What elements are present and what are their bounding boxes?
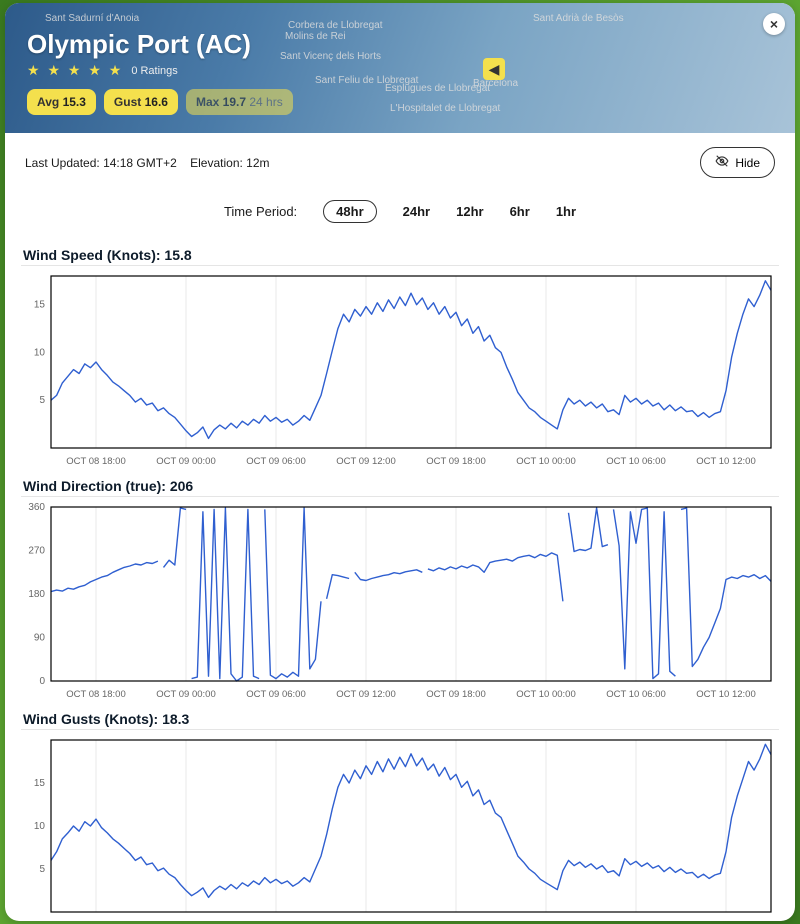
tab-12hr[interactable]: 12hr <box>456 204 483 219</box>
svg-text:OCT 09 12:00: OCT 09 12:00 <box>336 689 396 700</box>
chart-block-2: Wind Gusts (Knots): 18.3OCT 08 18:00OCT … <box>5 701 795 921</box>
chart-block-1: Wind Direction (true): 206OCT 08 18:00OC… <box>5 468 795 701</box>
svg-text:270: 270 <box>28 546 45 557</box>
hide-label: Hide <box>735 156 760 170</box>
svg-text:OCT 09 18:00: OCT 09 18:00 <box>426 456 486 467</box>
info-text: Last Updated: 14:18 GMT+2 Elevation: 12m <box>25 156 270 170</box>
close-button[interactable]: × <box>763 13 785 35</box>
chart-title: Wind Gusts (Knots): 18.3 <box>21 705 779 730</box>
svg-text:OCT 09 12:00: OCT 09 12:00 <box>336 920 396 921</box>
svg-text:0: 0 <box>39 676 45 687</box>
svg-text:15: 15 <box>34 778 46 789</box>
elevation-value: 12m <box>246 156 269 170</box>
svg-text:5: 5 <box>39 864 45 875</box>
svg-text:OCT 09 00:00: OCT 09 00:00 <box>156 689 216 700</box>
svg-text:OCT 09 06:00: OCT 09 06:00 <box>246 689 306 700</box>
weather-panel: Sant Sadurní d'Anoia Corbera de Llobregat… <box>5 3 795 921</box>
svg-text:OCT 09 06:00: OCT 09 06:00 <box>246 456 306 467</box>
svg-text:180: 180 <box>28 589 45 600</box>
eye-slash-icon <box>715 154 729 171</box>
tab-48hr[interactable]: 48hr <box>323 200 376 223</box>
svg-text:OCT 10 06:00: OCT 10 06:00 <box>606 920 666 921</box>
chart-svg: OCT 08 18:00 OCT 09 00:00 OCT 09 06:00 OCT … <box>21 734 779 921</box>
svg-text:OCT 09 00:00: OCT 09 00:00 <box>156 456 216 467</box>
svg-text:OCT 10 12:00: OCT 10 12:00 <box>696 689 756 700</box>
map-header: Sant Sadurní d'Anoia Corbera de Llobregat… <box>5 3 795 133</box>
chart-svg: OCT 08 18:00 OCT 09 00:00 OCT 09 06:00 OCT … <box>21 270 779 468</box>
svg-text:OCT 09 12:00: OCT 09 12:00 <box>336 456 396 467</box>
svg-text:OCT 10 12:00: OCT 10 12:00 <box>696 456 756 467</box>
svg-text:OCT 09 00:00: OCT 09 00:00 <box>156 920 216 921</box>
svg-text:OCT 09 18:00: OCT 09 18:00 <box>426 920 486 921</box>
tab-6hr[interactable]: 6hr <box>510 204 530 219</box>
svg-text:10: 10 <box>34 347 46 358</box>
hide-button[interactable]: Hide <box>700 147 775 178</box>
time-period-tabs: Time Period: 48hr 24hr 12hr 6hr 1hr <box>5 192 795 237</box>
svg-text:360: 360 <box>28 502 45 513</box>
chart-block-0: Wind Speed (Knots): 15.8OCT 08 18:00OCT … <box>5 237 795 468</box>
map-place-label: Sant Adrià de Besòs <box>533 13 624 24</box>
svg-text:10: 10 <box>34 821 46 832</box>
last-updated-label: Last Updated: <box>25 156 100 170</box>
map-place-label: Sant Sadurní d'Anoia <box>45 13 139 24</box>
chart-plot: OCT 08 18:00 OCT 09 00:00 OCT 09 06:00 OCT … <box>21 501 779 701</box>
svg-text:90: 90 <box>34 633 46 644</box>
svg-text:OCT 10 12:00: OCT 10 12:00 <box>696 920 756 921</box>
map-label-layer: Sant Sadurní d'Anoia Corbera de Llobregat… <box>5 3 795 133</box>
svg-text:OCT 08 18:00: OCT 08 18:00 <box>66 689 126 700</box>
chart-svg: OCT 08 18:00 OCT 09 00:00 OCT 09 06:00 OCT … <box>21 501 779 701</box>
svg-text:OCT 10 06:00: OCT 10 06:00 <box>606 456 666 467</box>
info-bar: Last Updated: 14:18 GMT+2 Elevation: 12m… <box>5 133 795 192</box>
elevation-label: Elevation: <box>190 156 243 170</box>
svg-text:OCT 09 18:00: OCT 09 18:00 <box>426 689 486 700</box>
time-period-label: Time Period: <box>224 204 297 219</box>
chart-plot: OCT 08 18:00 OCT 09 00:00 OCT 09 06:00 OCT … <box>21 270 779 468</box>
svg-text:5: 5 <box>39 395 45 406</box>
svg-text:OCT 09 06:00: OCT 09 06:00 <box>246 920 306 921</box>
svg-text:OCT 10 00:00: OCT 10 00:00 <box>516 920 576 921</box>
svg-text:15: 15 <box>34 300 46 311</box>
svg-text:OCT 08 18:00: OCT 08 18:00 <box>66 920 126 921</box>
map-place-label: Molins de Rei <box>285 31 346 42</box>
svg-text:OCT 10 00:00: OCT 10 00:00 <box>516 456 576 467</box>
chart-title: Wind Speed (Knots): 15.8 <box>21 241 779 266</box>
location-marker-icon: ◀ <box>483 58 505 80</box>
tab-24hr[interactable]: 24hr <box>403 204 430 219</box>
map-place-label: Sant Vicenç dels Horts <box>280 51 381 62</box>
map-place-label: Corbera de Llobregat <box>288 20 383 31</box>
map-place-label: L'Hospitalet de Llobregat <box>390 103 500 114</box>
summary-pill: Max 19.7 24 hrs <box>186 89 293 115</box>
svg-text:OCT 08 18:00: OCT 08 18:00 <box>66 456 126 467</box>
svg-text:OCT 10 06:00: OCT 10 06:00 <box>606 689 666 700</box>
svg-text:OCT 10 00:00: OCT 10 00:00 <box>516 689 576 700</box>
tab-1hr[interactable]: 1hr <box>556 204 576 219</box>
chart-title: Wind Direction (true): 206 <box>21 472 779 497</box>
last-updated-value: 14:18 GMT+2 <box>103 156 177 170</box>
chart-plot: OCT 08 18:00 OCT 09 00:00 OCT 09 06:00 OCT … <box>21 734 779 921</box>
